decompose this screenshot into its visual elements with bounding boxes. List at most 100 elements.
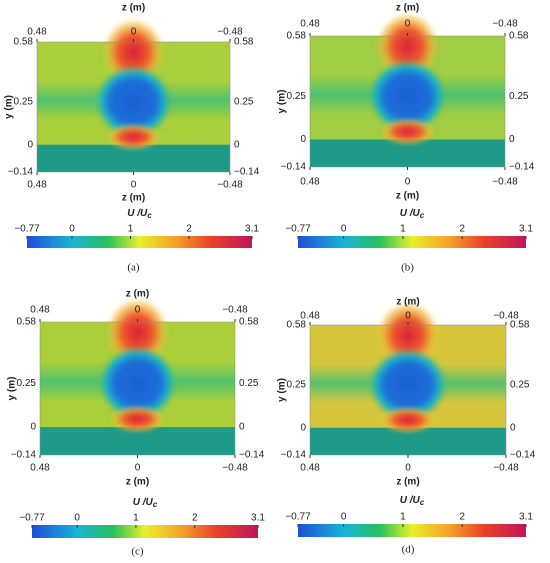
y-tick-label: 0.58 [509, 31, 529, 42]
y-tick-label: −0.14 [8, 167, 34, 178]
y-tick-label: −0.14 [281, 162, 307, 173]
y-axis-label: y (m) [277, 378, 288, 402]
colorbar-label-sub: c [420, 498, 425, 507]
vortex-core [368, 348, 448, 422]
y-tick-label: 0.25 [287, 379, 307, 390]
z-tick-label: 0 [405, 177, 411, 188]
z-axis-label: z (m) [122, 3, 145, 14]
z-tick-label: 0.48 [30, 305, 50, 316]
panel: z (m)z (m)y (m)0.48 0 −0.480.48 0 −0.480.580… [277, 3, 535, 274]
colorbar-label-sub: c [153, 500, 158, 509]
y-tick-label: −0.14 [509, 162, 535, 173]
z-tick-label: −0.48 [493, 311, 519, 322]
colorbar [32, 525, 258, 538]
colorbar-tick-label: 2 [192, 513, 198, 524]
colorbar-tick-label: 3.1 [251, 513, 265, 524]
z-axis-label: z (m) [122, 193, 145, 204]
colorbar-tick-label: 3.1 [519, 224, 533, 235]
y-tick-label: 0.25 [509, 91, 529, 102]
z-tick-label: 0.48 [300, 311, 320, 322]
heatmap [309, 301, 507, 456]
heatmap [309, 12, 506, 168]
y-tick-label: −0.14 [510, 450, 536, 461]
colorbar-tick-label: −0.77 [19, 513, 45, 524]
y-tick-label: 0.58 [287, 320, 307, 331]
z-tick-label: −0.48 [492, 19, 518, 30]
colorbar-tick-label: 1 [128, 224, 134, 235]
y-tick-label: 0.58 [239, 317, 259, 328]
y-tick-label: 0 [300, 422, 306, 433]
z-tick-label: −0.48 [492, 177, 518, 188]
jet-bottom [106, 123, 161, 150]
colorbar-tick-label: 1 [400, 224, 406, 235]
z-tick-label: 0 [131, 180, 137, 191]
y-tick-label: 0.25 [17, 378, 37, 389]
z-tick-label: 0 [405, 463, 411, 474]
z-tick-label: 0 [135, 305, 141, 316]
jet-bottom [380, 118, 435, 145]
y-tick-label: 0.25 [234, 96, 254, 107]
z-tick-label: 0 [131, 27, 137, 38]
colorbar-label: U /Uc [127, 208, 152, 220]
vortex-core [368, 59, 447, 133]
z-tick-label: 0.48 [30, 463, 50, 474]
y-tick-label: 0.25 [14, 96, 34, 107]
colorbar-label: U /Uc [400, 495, 425, 507]
colorbar-label-main: U /U [400, 208, 421, 219]
z-tick-label: 0 [405, 19, 411, 30]
y-tick-label: 0 [27, 139, 33, 150]
colorbar-label-main: U /U [400, 495, 421, 506]
colorbar-label-sub: c [420, 211, 425, 220]
panel: z (m)z (m)y (m)0.48 0 −0.480.48 0 −0.480.580… [277, 297, 536, 556]
y-axis-label: y (m) [4, 95, 15, 119]
colorbar-tick-label: 2 [186, 224, 192, 235]
z-axis-label: z (m) [126, 477, 149, 488]
y-tick-label: 0.25 [287, 91, 307, 102]
z-tick-label: 0.48 [27, 27, 47, 38]
colorbar-tick-label: 2 [459, 512, 465, 523]
z-axis-label: z (m) [396, 191, 419, 202]
panel: z (m)z (m)y (m)0.48 0 −0.480.48 0 −0.480.580… [4, 3, 260, 274]
caption: (a) [127, 262, 140, 274]
vortex-core [94, 65, 173, 139]
jet-bottom [110, 405, 165, 433]
colorbar [298, 236, 526, 248]
y-tick-label: −0.14 [11, 450, 37, 461]
z-tick-label: 0.48 [300, 177, 320, 188]
panel: z (m)z (m)y (m)0.48 0 −0.480.48 0 −0.480.580… [7, 289, 266, 558]
colorbar-tick-label: −0.77 [285, 224, 311, 235]
y-tick-label: −0.14 [281, 450, 307, 461]
y-tick-label: −0.14 [234, 167, 260, 178]
colorbar [27, 236, 252, 248]
caption: (d) [402, 544, 415, 556]
y-tick-label: 0.58 [287, 31, 307, 42]
heatmap [39, 298, 236, 456]
z-axis-label: z (m) [126, 289, 149, 300]
z-tick-label: −0.48 [217, 180, 243, 191]
z-tick-label: −0.48 [222, 463, 248, 474]
z-tick-label: 0.48 [300, 19, 320, 30]
y-tick-label: 0.58 [510, 320, 530, 331]
vortex-core [98, 345, 177, 421]
z-tick-label: −0.48 [493, 463, 519, 474]
colorbar-tick-label: 1 [400, 512, 406, 523]
y-tick-label: 0 [510, 422, 516, 433]
y-tick-label: 0.58 [17, 317, 37, 328]
colorbar-label: U /Uc [133, 497, 158, 509]
z-tick-label: −0.48 [222, 305, 248, 316]
colorbar-label: U /Uc [400, 208, 425, 220]
y-tick-label: 0.58 [14, 37, 34, 48]
colorbar-tick-label: −0.77 [285, 512, 311, 523]
y-tick-label: 0 [509, 134, 515, 145]
colorbar-tick-label: 1 [133, 513, 139, 524]
caption: (c) [131, 546, 144, 558]
colorbar-tick-label: 0 [69, 224, 75, 235]
heatmap [36, 18, 231, 173]
y-tick-label: 0 [234, 139, 240, 150]
colorbar [298, 524, 526, 537]
colorbar-label-main: U /U [127, 208, 148, 219]
z-tick-label: 0 [405, 311, 411, 322]
y-axis-label: y (m) [277, 90, 288, 114]
y-axis-label: y (m) [7, 377, 18, 401]
colorbar-tick-label: 3.1 [519, 512, 533, 523]
